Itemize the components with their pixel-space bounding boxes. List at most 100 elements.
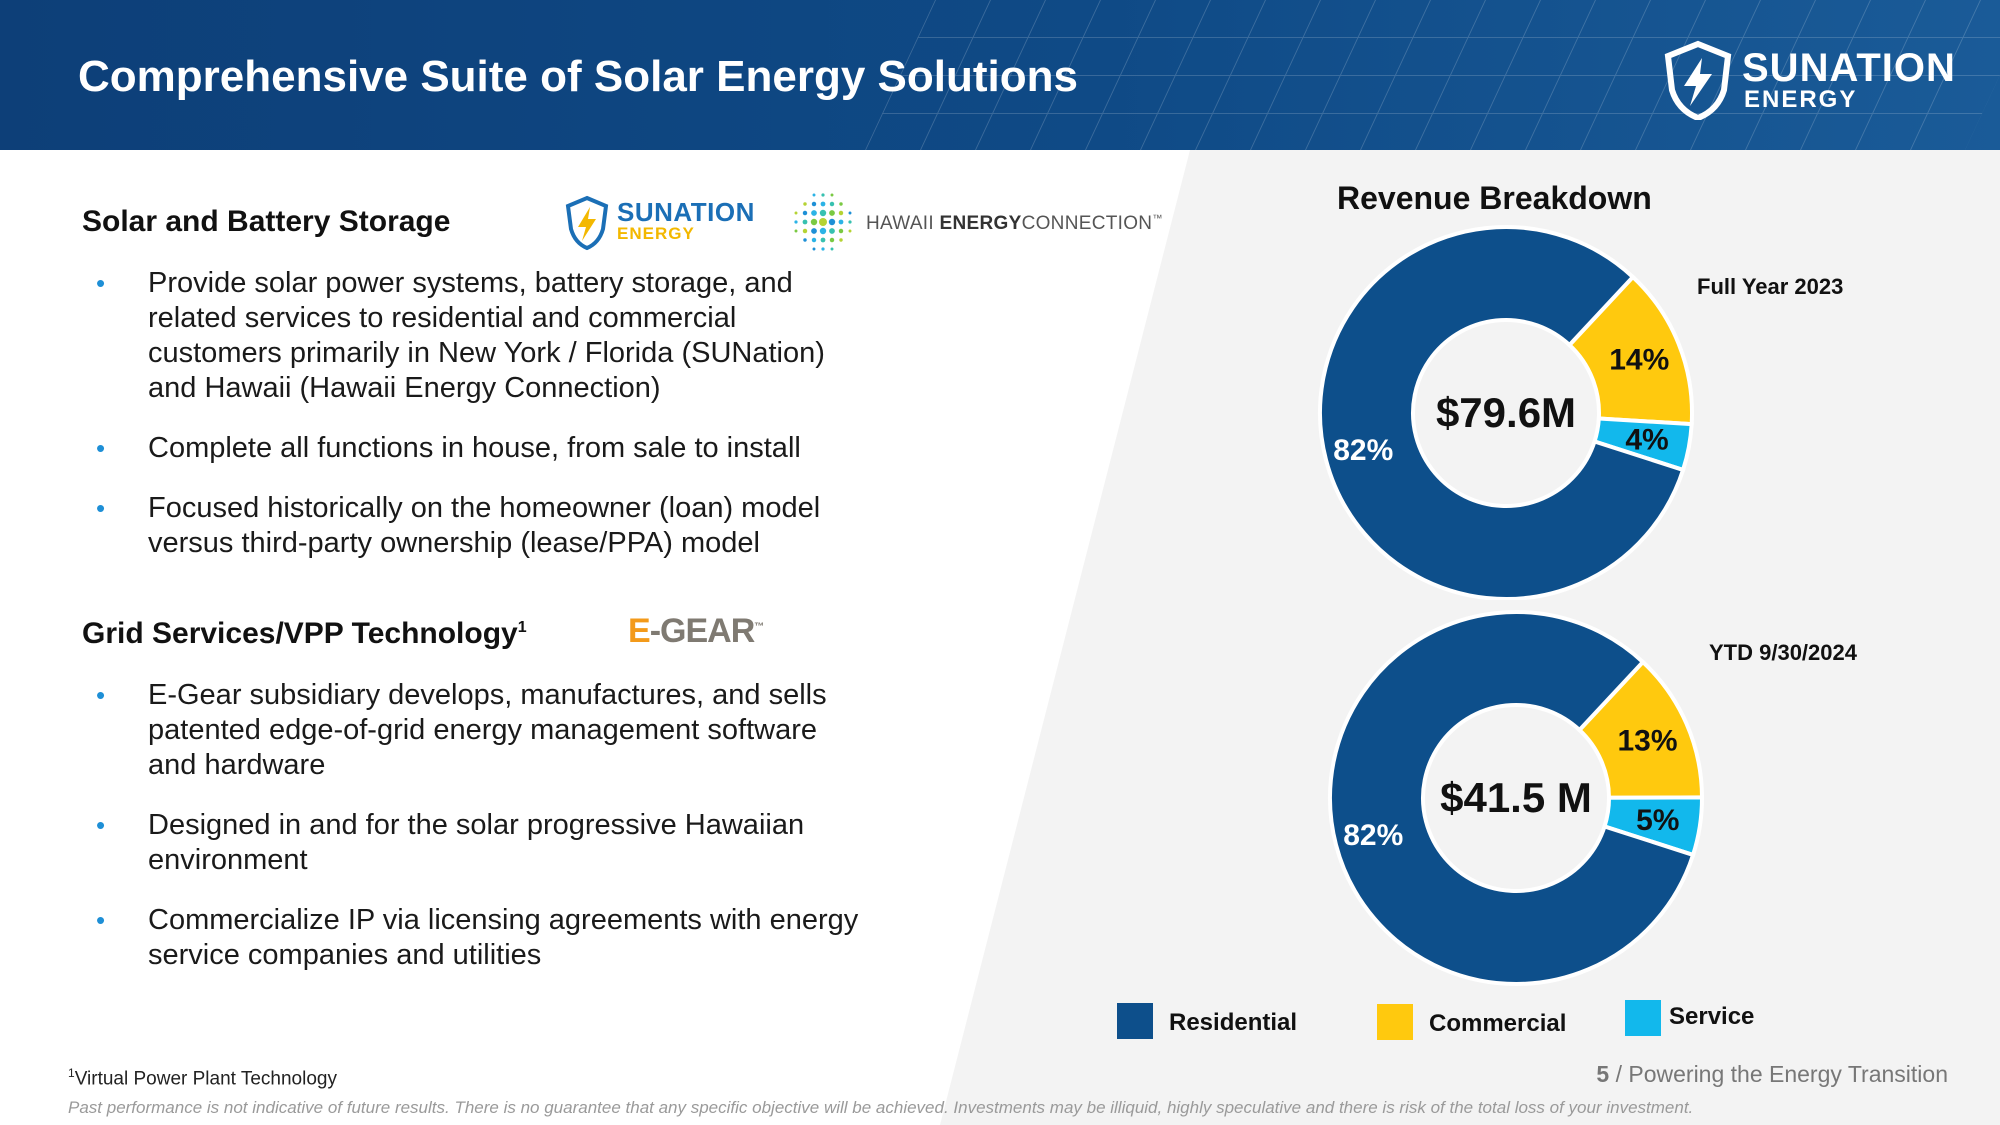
- footnote-sup: 1: [68, 1066, 75, 1080]
- bullet-text: Provide solar power systems, battery sto…: [148, 267, 825, 404]
- logo-text-sunation: SUNATION: [1742, 46, 1956, 90]
- logo-dot: [848, 220, 852, 224]
- logo-dot: [802, 228, 808, 234]
- logo-dot: [830, 193, 834, 197]
- shield-bolt-icon: [1664, 40, 1732, 122]
- disclaimer: Past performance is not indicative of fu…: [68, 1098, 1694, 1117]
- hawaii-logo-tm: ™: [1152, 213, 1163, 225]
- legend-label-commercial: Commercial: [1429, 1010, 1567, 1037]
- page-title: Comprehensive Suite of Solar Energy Solu…: [78, 52, 1078, 101]
- donut-label-commercial: 14%: [1609, 344, 1669, 377]
- donut-chart-fy2023: 14% 4% 82% $79.6M: [1318, 225, 1694, 600]
- bullet-text: Complete all functions in house, from sa…: [148, 432, 801, 464]
- header-banner: Comprehensive Suite of Solar Energy Solu…: [0, 0, 2000, 150]
- page-number: 5: [1596, 1061, 1610, 1087]
- hawaii-logo-word3: CONNECTION: [1021, 213, 1153, 234]
- sunation-small-logo-text: SUNATION: [617, 197, 755, 227]
- donut-center-total: $79.6M: [1436, 389, 1576, 436]
- chart-label-fy2023: Full Year 2023: [1697, 274, 1844, 299]
- list-item: • Provide solar power systems, battery st…: [66, 266, 866, 406]
- logo-dot: [829, 210, 835, 216]
- logo-dot: [838, 228, 844, 234]
- list-item: • E-Gear subsidiary develops, manufacture…: [66, 678, 866, 783]
- bullet-dot-icon: •: [96, 810, 106, 840]
- logo-dot: [812, 247, 816, 251]
- hawaii-logo-text: HAWAII ENERGYCONNECTION™: [866, 213, 1163, 235]
- logo-dot: [830, 247, 834, 251]
- donut-label-commercial: 13%: [1617, 725, 1677, 758]
- donut-center-total: $41.5 M: [1440, 774, 1592, 821]
- bullet-dot-icon: •: [96, 680, 106, 710]
- logo-dot: [821, 247, 825, 251]
- chart-title: Revenue Breakdown: [1337, 180, 1652, 216]
- list-item: • Designed in and for the solar progressi…: [66, 808, 866, 878]
- logo-dot: [794, 220, 798, 224]
- logo-dot: [811, 237, 817, 243]
- legend-swatch-residential: [1117, 1003, 1153, 1039]
- dot-cluster-icon: [794, 193, 852, 251]
- hawaii-logo-word2: ENERGY: [939, 213, 1022, 234]
- logo-dot: [829, 228, 835, 234]
- section-heading-solar: Solar and Battery Storage: [82, 205, 451, 238]
- logo-dot: [812, 193, 816, 197]
- logo-dot: [811, 201, 817, 207]
- bullet-dot-icon: •: [96, 905, 106, 935]
- sunation-small-logo-subtext: ENERGY: [617, 224, 695, 243]
- logo-dot: [820, 201, 826, 207]
- list-item: • Complete all functions in house, from s…: [66, 431, 866, 466]
- solar-bullet-list: • Provide solar power systems, battery st…: [66, 266, 866, 586]
- donut-label-residential: 82%: [1333, 434, 1393, 467]
- bullet-text: E-Gear subsidiary develops, manufactures…: [148, 679, 827, 781]
- hawaii-logo-word1: HAWAII: [866, 213, 940, 234]
- legend-swatch-service: [1625, 1000, 1661, 1036]
- egear-logo-text: -GEAR: [649, 612, 756, 650]
- logo-dot: [848, 229, 852, 233]
- sunation-small-logo: SUNATION ENERGY: [565, 195, 755, 251]
- page-tagline: / Powering the Energy Transition: [1609, 1061, 1948, 1087]
- section-heading-grid: Grid Services/VPP Technology1: [82, 617, 527, 651]
- logo-dot: [811, 210, 817, 216]
- bullet-dot-icon: •: [96, 433, 106, 463]
- logo-dot: [803, 238, 807, 242]
- logo-dot: [828, 218, 836, 226]
- logo-dot: [838, 219, 844, 225]
- logo-dot: [839, 202, 843, 206]
- legend-label-service: Service: [1669, 1003, 1755, 1030]
- logo-dot: [811, 228, 817, 234]
- bullet-text: Focused historically on the homeowner (l…: [148, 492, 821, 559]
- logo-dot: [848, 211, 852, 215]
- logo-dot: [819, 209, 827, 217]
- grid-bullet-list: • E-Gear subsidiary develops, manufacture…: [66, 678, 866, 998]
- logo-dot: [819, 227, 827, 235]
- footnote: 1Virtual Power Plant Technology: [68, 1066, 337, 1090]
- donut-label-service: 4%: [1625, 423, 1668, 456]
- hawaii-energy-connection-logo: HAWAII ENERGYCONNECTION™: [788, 187, 1162, 257]
- chart-label-ytd2024: YTD 9/30/2024: [1709, 640, 1857, 665]
- egear-logo: E-GEAR™: [628, 612, 764, 651]
- donut-slice-residential: [1328, 610, 1696, 986]
- logo-dot: [802, 219, 808, 225]
- logo-dot: [819, 218, 827, 226]
- page-footer: 5 / Powering the Energy Transition: [1596, 1061, 1948, 1088]
- logo-dot: [803, 202, 807, 206]
- logo-dot: [829, 201, 835, 207]
- section-heading-grid-text: Grid Services/VPP Technology: [82, 617, 518, 650]
- egear-logo-e: E: [628, 612, 651, 650]
- sunation-logo: SUNATION ENERGY: [1662, 40, 1962, 122]
- logo-dot: [829, 237, 835, 243]
- legend-swatch-commercial: [1377, 1004, 1413, 1040]
- list-item: • Focused historically on the homeowner (…: [66, 491, 866, 561]
- donut-slice-residential: [1318, 225, 1686, 600]
- logo-dot: [820, 237, 826, 243]
- footnote-marker: 1: [517, 619, 527, 636]
- logo-dot: [802, 210, 808, 216]
- bullet-dot-icon: •: [96, 493, 106, 523]
- logo-dot: [794, 211, 798, 215]
- bullet-text: Commercialize IP via licensing agreement…: [148, 904, 859, 971]
- bullet-dot-icon: •: [96, 268, 106, 298]
- bullet-text: Designed in and for the solar progressiv…: [148, 809, 805, 876]
- donut-label-service: 5%: [1636, 804, 1679, 837]
- logo-text-energy: ENERGY: [1744, 86, 1858, 113]
- footnote-text: Virtual Power Plant Technology: [74, 1068, 337, 1090]
- logo-dot: [838, 210, 844, 216]
